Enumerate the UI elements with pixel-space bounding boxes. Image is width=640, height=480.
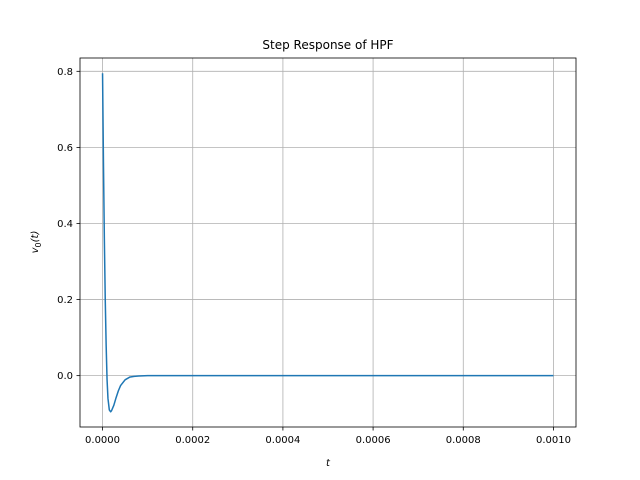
- x-axis-ticks: 0.0000 0.0002 0.0004 0.0006 0.0008 0.0010: [85, 427, 571, 446]
- x-tick-label: 0.0008: [446, 435, 481, 446]
- x-tick-label: 0.0000: [85, 435, 120, 446]
- y-tick-label: 0.4: [57, 219, 73, 230]
- y-tick-label: 0.8: [57, 67, 73, 78]
- data-series: [101, 73, 554, 413]
- y-tick-label: 0.6: [57, 143, 73, 154]
- y-axis-ticks: 0.0 0.2 0.4 0.6 0.8: [57, 67, 80, 382]
- y-tick-label: 0.0: [57, 371, 73, 382]
- x-tick-label: 0.0006: [356, 435, 391, 446]
- y-axis-label-argument: (t): [30, 231, 41, 243]
- y-axis-label-base: v: [30, 246, 41, 253]
- x-axis-label: t: [326, 458, 331, 469]
- x-tick-label: 0.0004: [265, 435, 300, 446]
- series-line: [101, 73, 554, 413]
- y-tick-label: 0.2: [57, 295, 73, 306]
- y-axis-label-subscript: 0: [34, 242, 43, 247]
- y-axis-label: v0(t): [30, 231, 43, 254]
- x-tick-label: 0.0002: [175, 435, 210, 446]
- chart-title: Step Response of HPF: [262, 38, 393, 52]
- plot-frame: [79, 57, 577, 428]
- x-tick-label: 0.0010: [536, 435, 571, 446]
